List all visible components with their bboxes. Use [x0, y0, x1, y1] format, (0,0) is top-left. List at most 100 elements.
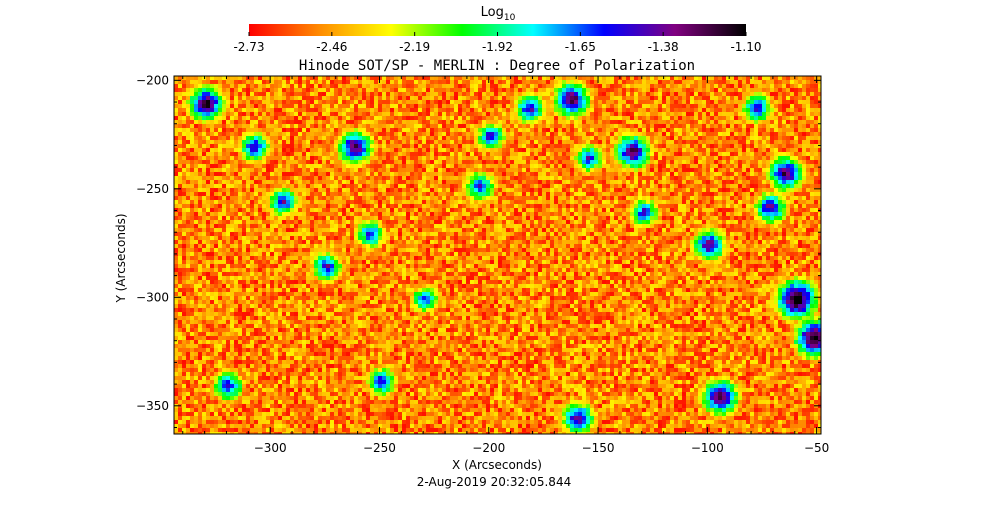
heatmap-cell: [706, 96, 710, 100]
heatmap-cell: [598, 136, 602, 140]
heatmap-cell: [778, 116, 782, 120]
heatmap-cell: [790, 92, 794, 96]
heatmap-cell: [186, 132, 190, 136]
heatmap-cell: [374, 140, 378, 144]
heatmap-cell: [702, 112, 706, 116]
heatmap-cell: [206, 156, 210, 160]
heatmap-cell: [438, 88, 442, 92]
heatmap-cell: [566, 164, 570, 168]
heatmap-cell: [566, 116, 570, 120]
heatmap-cell: [382, 172, 386, 176]
heatmap-cell: [206, 164, 210, 168]
heatmap-cell: [662, 184, 666, 188]
heatmap-cell: [430, 108, 434, 112]
heatmap-cell: [654, 180, 658, 184]
heatmap-cell: [462, 96, 466, 100]
heatmap-cell: [550, 100, 554, 104]
heatmap-cell: [494, 116, 498, 120]
heatmap-cell: [590, 140, 594, 144]
heatmap-cell: [578, 108, 582, 112]
heatmap-cell: [694, 100, 698, 104]
heatmap-cell: [594, 80, 598, 84]
heatmap-cell: [698, 148, 702, 152]
heatmap-cell: [534, 156, 538, 160]
heatmap-cell: [602, 164, 606, 168]
heatmap-cell: [434, 120, 438, 124]
heatmap-cell: [778, 96, 782, 100]
heatmap-cell: [206, 172, 210, 176]
heatmap-cell: [578, 88, 582, 92]
heatmap-cell: [570, 108, 574, 112]
heatmap-cell: [598, 180, 602, 184]
heatmap-cell: [614, 160, 618, 164]
heatmap-cell: [634, 116, 638, 120]
heatmap-cell: [726, 184, 730, 188]
heatmap-cell: [510, 124, 514, 128]
heatmap-cell: [762, 192, 766, 196]
heatmap-cell: [726, 120, 730, 124]
heatmap-cell: [550, 196, 554, 200]
heatmap-cell: [670, 104, 674, 108]
heatmap-cell: [534, 140, 538, 144]
heatmap-cell: [678, 164, 682, 168]
heatmap-cell: [706, 88, 710, 92]
heatmap-cell: [810, 92, 814, 96]
heatmap-cell: [242, 160, 246, 164]
heatmap-cell: [250, 128, 254, 132]
heatmap-cell: [418, 172, 422, 176]
heatmap-cell: [686, 140, 690, 144]
heatmap-cell: [370, 96, 374, 100]
heatmap-cell: [454, 84, 458, 88]
heatmap-cell: [358, 104, 362, 108]
heatmap-cell: [734, 156, 738, 160]
heatmap-cell: [530, 196, 534, 200]
heatmap-cell: [262, 112, 266, 116]
heatmap-cell: [646, 140, 650, 144]
heatmap-cell: [642, 88, 646, 92]
heatmap-cell: [290, 92, 294, 96]
heatmap-cell: [326, 100, 330, 104]
heatmap-cell: [610, 76, 614, 80]
heatmap-cell: [306, 80, 310, 84]
heatmap-cell: [226, 172, 230, 176]
heatmap-cell: [238, 112, 242, 116]
heatmap-cell: [226, 188, 230, 192]
heatmap-cell: [682, 168, 686, 172]
heatmap-cell: [238, 196, 242, 200]
heatmap-cell: [382, 108, 386, 112]
heatmap-cell: [646, 120, 650, 124]
heatmap-cell: [742, 148, 746, 152]
heatmap-cell: [530, 116, 534, 120]
heatmap-cell: [314, 124, 318, 128]
heatmap-cell: [794, 164, 798, 168]
heatmap-cell: [654, 148, 658, 152]
heatmap-cell: [478, 180, 482, 184]
heatmap-cell: [238, 168, 242, 172]
heatmap-cell: [762, 152, 766, 156]
heatmap-cell: [322, 140, 326, 144]
heatmap-cell: [386, 184, 390, 188]
heatmap-cell: [342, 148, 346, 152]
heatmap-cell: [426, 76, 430, 80]
heatmap-cell: [330, 132, 334, 136]
heatmap-cell: [250, 96, 254, 100]
heatmap-cell: [658, 76, 662, 80]
heatmap-cell: [774, 148, 778, 152]
heatmap-cell: [558, 188, 562, 192]
heatmap-cell: [570, 92, 574, 96]
heatmap-cell: [722, 188, 726, 192]
heatmap-cell: [802, 88, 806, 92]
heatmap-cell: [222, 132, 226, 136]
heatmap-cell: [538, 156, 542, 160]
heatmap-cell: [750, 144, 754, 148]
heatmap-cell: [554, 192, 558, 196]
heatmap-cell: [234, 84, 238, 88]
heatmap-cell: [450, 168, 454, 172]
heatmap-cell: [594, 128, 598, 132]
heatmap-cell: [742, 76, 746, 80]
heatmap-cell: [670, 188, 674, 192]
heatmap-cell: [198, 136, 202, 140]
heatmap-cell: [690, 108, 694, 112]
heatmap-cell: [718, 128, 722, 132]
heatmap-cell: [290, 136, 294, 140]
